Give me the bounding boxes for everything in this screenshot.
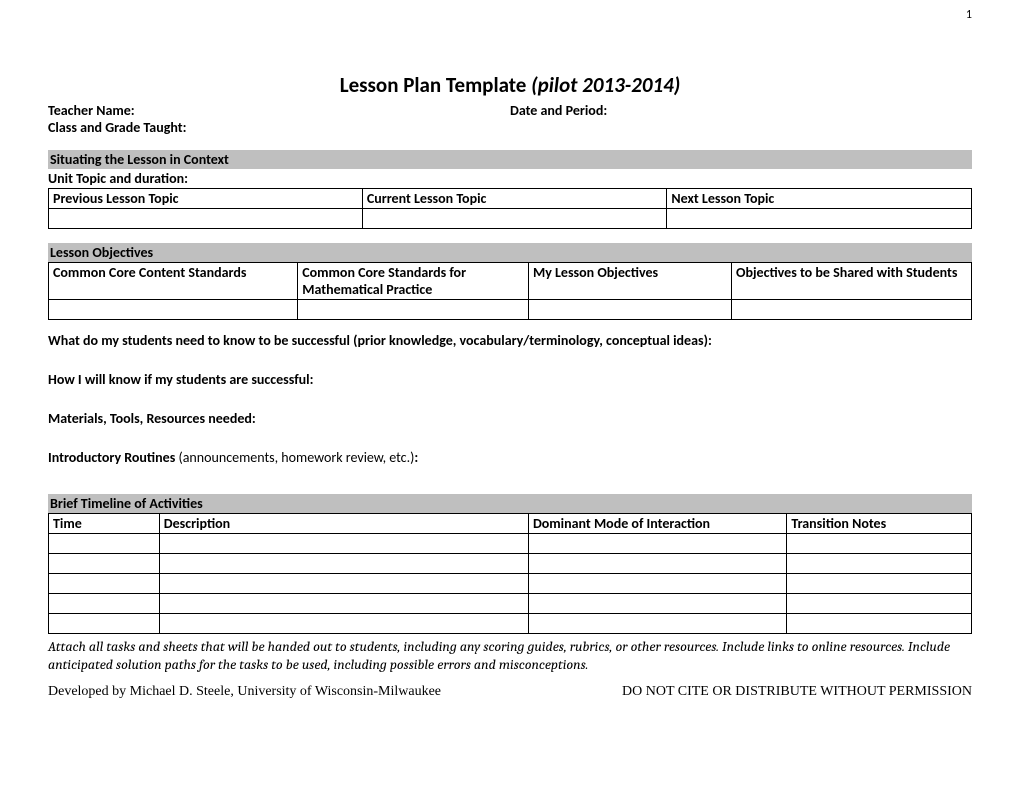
cell (49, 209, 363, 229)
routines-prompt: Introductory Routines (announcements, ho… (48, 449, 972, 466)
cell (528, 594, 786, 614)
cell (159, 614, 528, 634)
col-mode-interaction: Dominant Mode of Interaction (528, 514, 786, 534)
date-period-label: Date and Period: (510, 102, 972, 119)
table-row (49, 594, 972, 614)
prior-knowledge-prompt: What do my students need to know to be s… (48, 332, 972, 349)
cell (528, 300, 731, 320)
footer-credit: Developed by Michael D. Steele, Universi… (48, 684, 441, 700)
col-shared-objectives: Objectives to be Shared with Students (732, 263, 972, 300)
cell (667, 209, 972, 229)
cell (159, 574, 528, 594)
table-row: Time Description Dominant Mode of Intera… (49, 514, 972, 534)
col-current-topic: Current Lesson Topic (362, 189, 667, 209)
table-row (49, 209, 972, 229)
table-row (49, 300, 972, 320)
cell (787, 574, 972, 594)
teacher-name-label: Teacher Name: (48, 102, 510, 119)
title-subtitle: (pilot 2013-2014) (531, 72, 680, 98)
cell (528, 534, 786, 554)
table-row (49, 534, 972, 554)
cell (787, 534, 972, 554)
col-next-topic: Next Lesson Topic (667, 189, 972, 209)
title-row: Lesson Plan Template (pilot 2013-2014) (48, 72, 972, 98)
cell (159, 594, 528, 614)
topic-table: Previous Lesson Topic Current Lesson Top… (48, 188, 972, 229)
col-description: Description (159, 514, 528, 534)
objectives-section: Lesson Objectives Common Core Content St… (48, 243, 972, 320)
success-prompt: How I will know if my students are succe… (48, 371, 972, 388)
col-transition-notes: Transition Notes (787, 514, 972, 534)
page-number: 1 (966, 8, 972, 22)
materials-prompt: Materials, Tools, Resources needed: (48, 410, 972, 427)
routines-note: (announcements, homework review, etc.) (178, 449, 414, 466)
cell (159, 554, 528, 574)
cell (362, 209, 667, 229)
context-section-title: Situating the Lesson in Context (48, 150, 972, 169)
cell (528, 614, 786, 634)
routines-colon: : (414, 449, 418, 466)
col-previous-topic: Previous Lesson Topic (49, 189, 363, 209)
attachment-note: Attach all tasks and sheets that will be… (48, 638, 972, 674)
cell (159, 534, 528, 554)
cell (528, 554, 786, 574)
table-row (49, 614, 972, 634)
table-row: Common Core Content Standards Common Cor… (49, 263, 972, 300)
col-cc-math-practice: Common Core Standards for Mathematical P… (298, 263, 529, 300)
timeline-section: Brief Timeline of Activities Time Descri… (48, 494, 972, 634)
table-row: Previous Lesson Topic Current Lesson Top… (49, 189, 972, 209)
unit-topic-label: Unit Topic and duration: (48, 169, 972, 188)
table-row (49, 554, 972, 574)
timeline-table: Time Description Dominant Mode of Intera… (48, 513, 972, 634)
cell (787, 614, 972, 634)
header-info-row: Teacher Name: Date and Period: (48, 102, 972, 119)
cell (787, 594, 972, 614)
routines-bold: Introductory Routines (48, 449, 178, 466)
cell (49, 554, 160, 574)
cell (49, 534, 160, 554)
cell (528, 574, 786, 594)
cell (787, 554, 972, 574)
cell (49, 594, 160, 614)
class-grade-label: Class and Grade Taught: (48, 119, 972, 136)
footer: Developed by Michael D. Steele, Universi… (48, 684, 972, 700)
cell (49, 614, 160, 634)
cell (49, 300, 298, 320)
objectives-table: Common Core Content Standards Common Cor… (48, 262, 972, 320)
cell (732, 300, 972, 320)
objectives-section-title: Lesson Objectives (48, 243, 972, 262)
col-my-objectives: My Lesson Objectives (528, 263, 731, 300)
col-cc-content: Common Core Content Standards (49, 263, 298, 300)
table-row (49, 574, 972, 594)
cell (49, 574, 160, 594)
timeline-section-title: Brief Timeline of Activities (48, 494, 972, 513)
cell (298, 300, 529, 320)
title-main: Lesson Plan Template (340, 72, 531, 98)
footer-restriction: DO NOT CITE OR DISTRIBUTE WITHOUT PERMIS… (622, 684, 972, 700)
col-time: Time (49, 514, 160, 534)
context-section: Situating the Lesson in Context Unit Top… (48, 150, 972, 229)
